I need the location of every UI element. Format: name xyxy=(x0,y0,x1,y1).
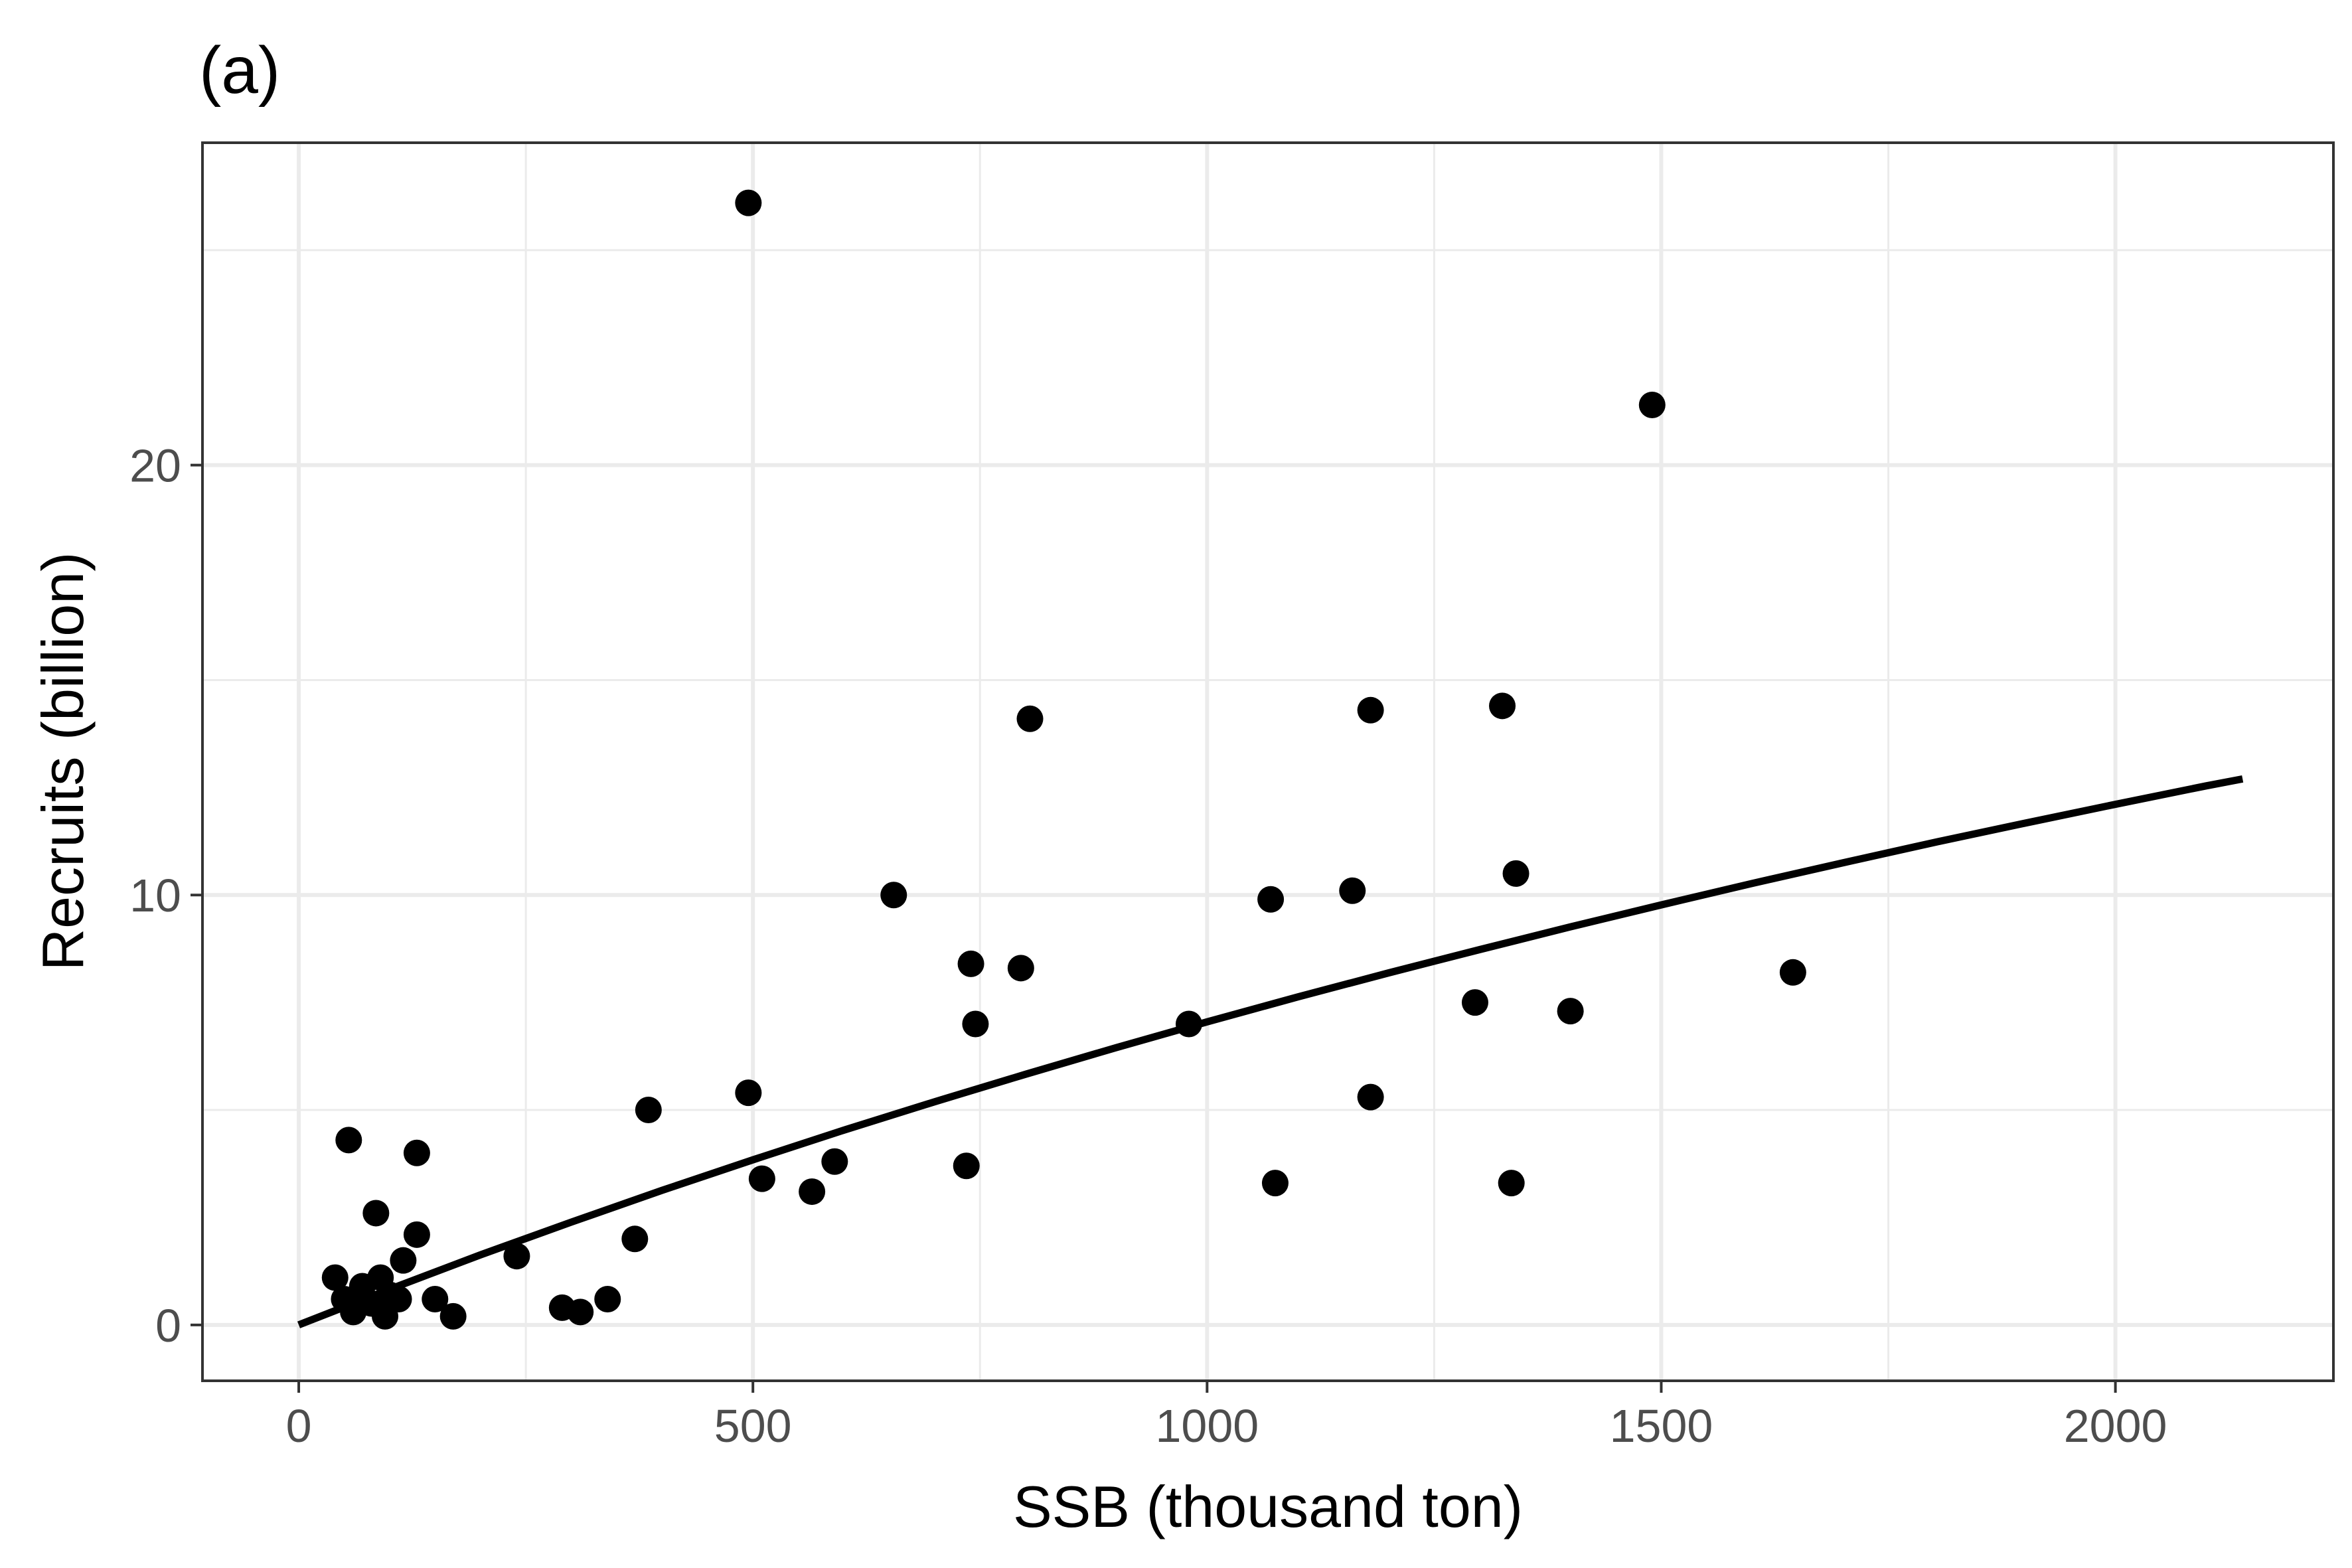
data-point xyxy=(403,1221,430,1248)
data-point xyxy=(390,1247,417,1274)
data-point xyxy=(748,1165,775,1192)
x-tick-label: 2000 xyxy=(2064,1400,2167,1452)
data-point xyxy=(403,1139,430,1166)
data-point xyxy=(594,1285,621,1312)
data-point xyxy=(799,1178,826,1206)
data-point xyxy=(1007,955,1034,982)
y-axis: 0 10 20 xyxy=(129,440,202,1352)
data-point xyxy=(962,1010,989,1038)
x-axis: 0 500 1000 1500 2000 xyxy=(286,1381,2167,1452)
data-point xyxy=(1557,998,1584,1025)
data-point xyxy=(321,1264,349,1291)
data-point xyxy=(1461,989,1488,1016)
data-point xyxy=(880,882,907,909)
data-point xyxy=(503,1243,530,1270)
y-tick-label: 20 xyxy=(129,440,181,492)
data-point xyxy=(422,1285,449,1312)
minor-gridlines xyxy=(202,143,2333,1381)
data-point xyxy=(1339,877,1366,904)
data-point xyxy=(635,1097,662,1124)
data-point xyxy=(1638,392,1666,419)
x-tick-label: 500 xyxy=(714,1400,792,1452)
data-point xyxy=(1357,696,1384,724)
y-tick-label: 10 xyxy=(129,870,181,921)
data-point xyxy=(735,189,762,216)
data-point xyxy=(1498,1170,1525,1197)
data-point xyxy=(1502,860,1529,887)
panel-title: (a) xyxy=(199,33,280,108)
panel-border xyxy=(201,141,2335,1382)
y-axis-title: Recruits (billion) xyxy=(30,552,96,971)
data-point xyxy=(821,1148,848,1175)
data-point xyxy=(957,950,984,977)
y-tick-label: 0 xyxy=(155,1300,181,1352)
data-points xyxy=(321,189,1806,1330)
data-point xyxy=(1357,1083,1384,1111)
data-point xyxy=(362,1200,390,1227)
data-point xyxy=(621,1225,649,1253)
panel-background xyxy=(202,143,2333,1381)
data-point xyxy=(1261,1170,1289,1197)
data-point xyxy=(1257,886,1285,913)
data-point xyxy=(385,1285,412,1312)
x-tick-label: 1000 xyxy=(1155,1400,1259,1452)
data-point xyxy=(567,1298,594,1326)
data-point xyxy=(439,1302,467,1330)
fit-line xyxy=(297,775,2244,1328)
data-point xyxy=(1779,959,1806,986)
data-point xyxy=(735,1079,762,1107)
x-tick-label: 0 xyxy=(286,1400,312,1452)
x-axis-title: SSB (thousand ton) xyxy=(1013,1474,1523,1539)
data-point xyxy=(953,1152,980,1180)
x-tick-label: 1500 xyxy=(1610,1400,1713,1452)
data-point xyxy=(1489,692,1516,720)
fit-line-layer xyxy=(297,775,2244,1328)
data-point xyxy=(335,1127,362,1154)
data-point xyxy=(1016,705,1044,732)
